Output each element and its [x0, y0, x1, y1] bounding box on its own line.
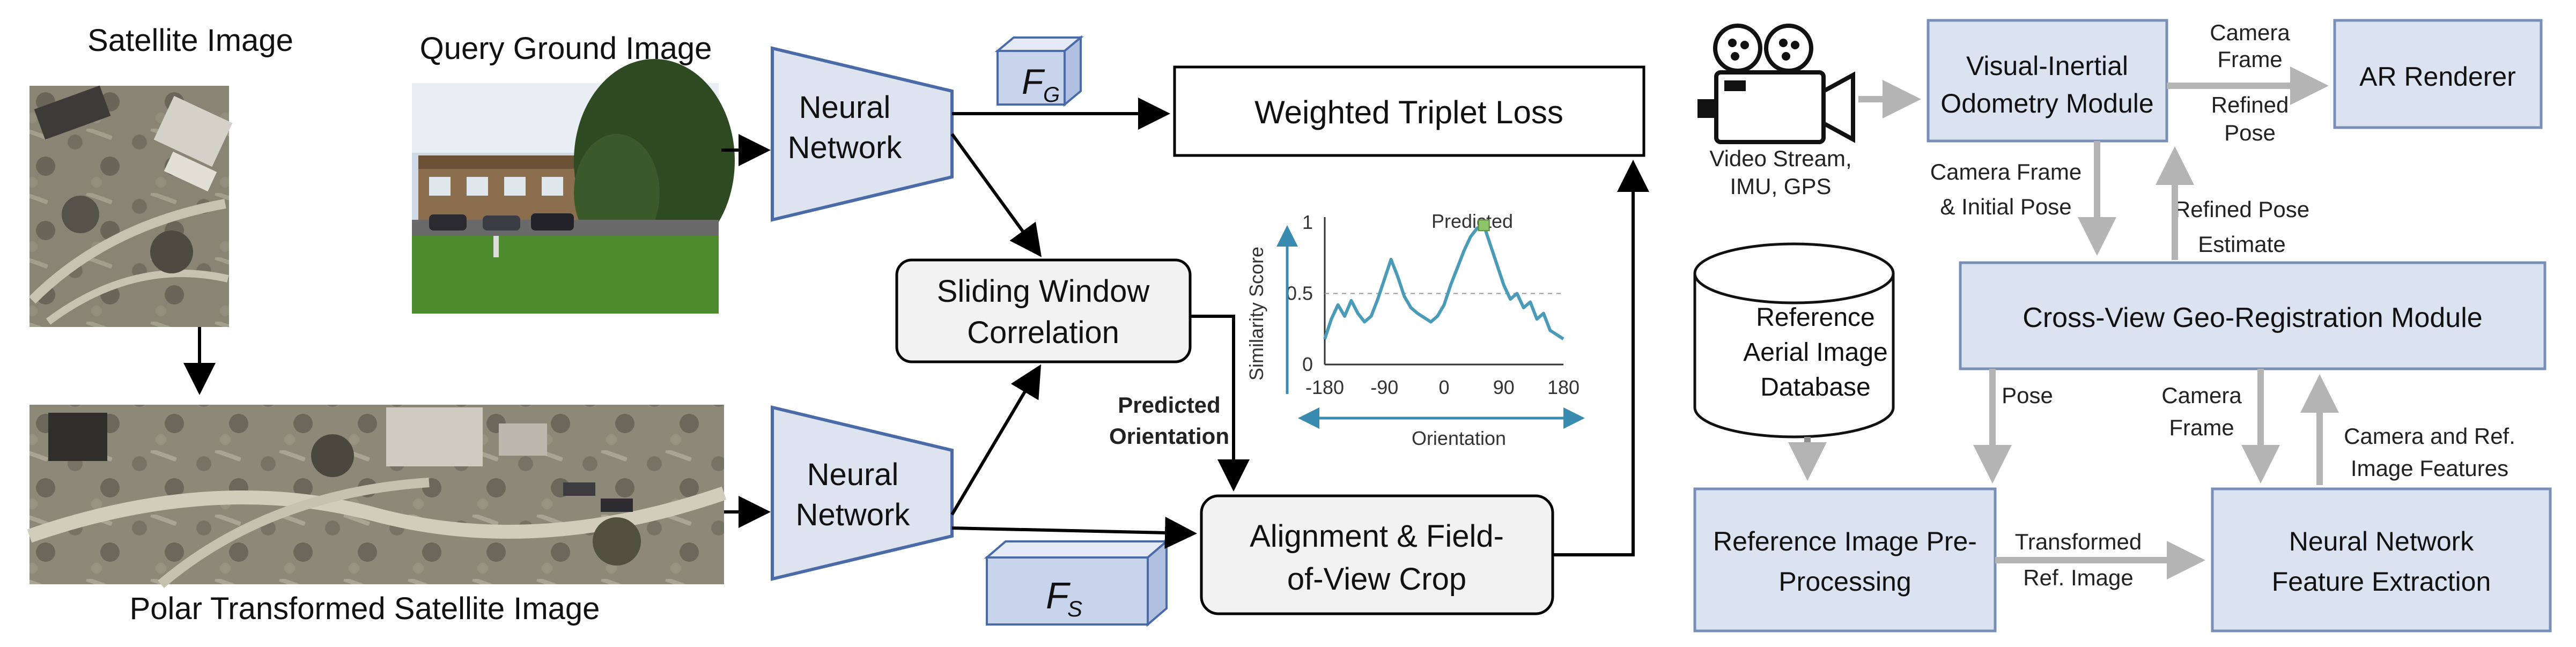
camera-ref-features-label: Camera and Ref. — [2344, 423, 2515, 449]
chart-ylabel: Similarity Score — [1245, 247, 1267, 381]
svg-text:Neural: Neural — [807, 457, 899, 492]
ar-renderer-box: AR Renderer — [2333, 19, 2543, 129]
alignment-fov-crop-box: Alignment & Field- of-View Crop — [1200, 494, 1554, 615]
chart-ytick-label: 1 — [1302, 211, 1313, 233]
right-panel: Video Stream, IMU, GPS Visual-Inertial O… — [1693, 19, 2552, 633]
reference-database-icon: Reference Aerial Image Database — [1693, 242, 1895, 438]
chart-xtick-label: 0 — [1438, 376, 1449, 398]
similarity-chart: Similarity Score Orientation Predicted -… — [1245, 210, 1585, 449]
chart-xtick-label: 90 — [1493, 376, 1515, 398]
chart-xtick-label: -180 — [1305, 376, 1344, 398]
polar-transformed-image — [27, 405, 727, 588]
sliding-window-correlation-box: Sliding Window Correlation — [895, 258, 1192, 363]
svg-text:F: F — [1046, 575, 1071, 616]
chart-series-line — [1323, 224, 1564, 340]
svg-text:Network: Network — [788, 130, 903, 165]
satellite-image-label: Satellite Image — [87, 23, 293, 58]
svg-text:Odometry Module: Odometry Module — [1940, 88, 2153, 118]
camera-frame-initial-pose-label: Camera Frame — [1930, 159, 2082, 184]
arrow-nn-bottom-to-sliding — [950, 364, 1042, 516]
nn-feature-extraction-box: Neural Network Feature Extraction — [2211, 487, 2552, 633]
satellite-image — [28, 85, 233, 327]
svg-text:Network: Network — [796, 497, 911, 532]
svg-text:Processing: Processing — [1778, 567, 1911, 597]
svg-text:AR Renderer: AR Renderer — [2359, 62, 2516, 92]
chart-annotation: Predicted — [1431, 210, 1513, 232]
svg-text:Weighted Triplet Loss: Weighted Triplet Loss — [1254, 94, 1563, 130]
svg-text:Reference Image Pre-: Reference Image Pre- — [1713, 526, 1977, 556]
svg-text:S: S — [1067, 596, 1082, 621]
reference-preprocessing-box: Reference Image Pre- Processing — [1693, 487, 1997, 633]
query-ground-image — [412, 59, 735, 314]
chart-predicted-marker — [1478, 219, 1490, 232]
chart-ytick-label: 0.5 — [1286, 282, 1313, 304]
camera-frame-top-label-2: Frame — [2217, 47, 2282, 72]
camera-frame-mid-label-2: Frame — [2169, 415, 2234, 440]
feature-fs-icon: F S — [984, 539, 1170, 627]
arrow-alignment-to-loss — [1553, 160, 1649, 556]
camera-frame-initial-pose-label-2: & Initial Pose — [1940, 194, 2071, 219]
video-stream-label: Video Stream, — [1709, 146, 1851, 171]
chart-xlabel: Orientation — [1412, 427, 1506, 449]
svg-text:G: G — [1043, 83, 1060, 107]
arrow-nn-bottom-to-alignment — [951, 516, 1197, 549]
svg-text:Feature Extraction: Feature Extraction — [2272, 567, 2491, 597]
svg-text:Aerial Image: Aerial Image — [1743, 338, 1887, 367]
svg-text:Sliding Window: Sliding Window — [937, 274, 1150, 309]
refined-pose-estimate-label: Refined Pose — [2174, 197, 2309, 222]
svg-text:F: F — [1022, 62, 1045, 101]
arrow-nn-top-to-sliding — [950, 133, 1042, 257]
predicted-orientation-label-2: Orientation — [1109, 423, 1229, 449]
left-panel: Satellite Image Query Ground Image Polar… — [27, 23, 1649, 627]
vio-module-box: Visual-Inertial Odometry Module — [1927, 19, 2168, 143]
transformed-ref-label: Transformed — [2015, 529, 2142, 554]
camera-ref-features-label-2: Image Features — [2351, 456, 2508, 481]
svg-text:Reference: Reference — [1756, 303, 1874, 332]
chart-xtick-label: -90 — [1370, 376, 1398, 398]
refined-pose-top-label-2: Pose — [2224, 120, 2276, 145]
chart-xtick-label: 180 — [1547, 376, 1579, 398]
video-stream-label-2: IMU, GPS — [1730, 174, 1831, 199]
cross-view-module-box: Cross-View Geo-Registration Module — [1959, 261, 2547, 370]
weighted-triplet-loss-box: Weighted Triplet Loss — [1173, 65, 1645, 157]
refined-pose-estimate-label-2: Estimate — [2198, 232, 2285, 257]
svg-text:Neural: Neural — [799, 90, 891, 125]
svg-text:Neural Network: Neural Network — [2289, 526, 2475, 556]
predicted-orientation-label: Predicted — [1118, 392, 1220, 418]
svg-text:of-View Crop: of-View Crop — [1287, 562, 1466, 597]
svg-text:Database: Database — [1760, 373, 1870, 401]
polar-transformed-label: Polar Transformed Satellite Image — [130, 591, 600, 626]
camera-frame-mid-label: Camera — [2161, 383, 2242, 408]
pose-label: Pose — [2002, 383, 2053, 408]
camera-frame-top-label: Camera — [2210, 20, 2290, 45]
video-camera-icon — [1697, 24, 1855, 144]
neural-network-bottom: Neural Network — [771, 405, 954, 581]
refined-pose-top-label: Refined — [2211, 92, 2289, 117]
svg-text:Visual-Inertial: Visual-Inertial — [1966, 51, 2128, 81]
transformed-ref-label-2: Ref. Image — [2023, 565, 2133, 590]
svg-text:Alignment & Field-: Alignment & Field- — [1250, 519, 1504, 554]
chart-ytick-label: 0 — [1302, 353, 1313, 375]
neural-network-top: Neural Network — [771, 46, 954, 222]
feature-fg-icon: F G — [994, 35, 1084, 107]
svg-text:Cross-View Geo-Registration Mo: Cross-View Geo-Registration Module — [2023, 302, 2482, 333]
svg-text:Correlation: Correlation — [967, 315, 1119, 350]
arrow-sliding-to-alignment — [1190, 315, 1250, 492]
